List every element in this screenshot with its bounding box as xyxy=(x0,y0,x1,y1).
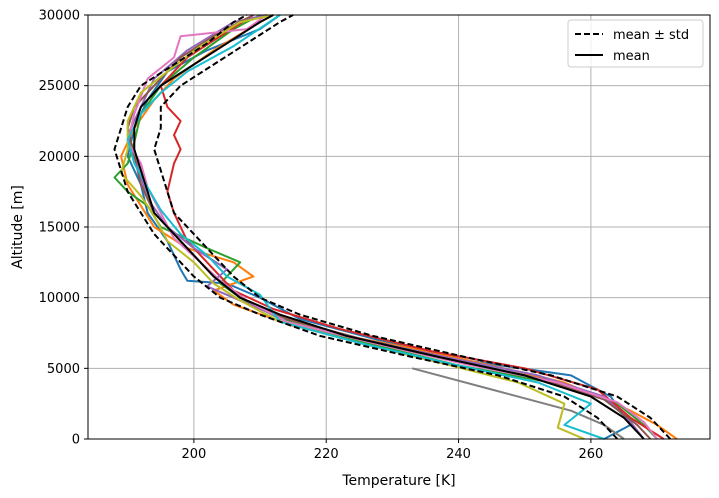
x-axis-label: Temperature [K] xyxy=(341,473,455,489)
x-tick-label-2: 240 xyxy=(446,447,471,462)
y-tick-label-5: 25000 xyxy=(39,79,80,94)
legend-label-mean: mean xyxy=(613,49,650,64)
y-tick-label-2: 10000 xyxy=(39,291,80,306)
legend: mean ± std mean xyxy=(567,19,704,68)
profile-line-5 xyxy=(126,14,645,440)
profile-line-1 xyxy=(126,14,632,440)
x-tick-label-3: 260 xyxy=(578,447,603,462)
mean-plus-std-line xyxy=(153,14,672,440)
profile-line-10 xyxy=(126,14,605,440)
y-tick-label-3: 15000 xyxy=(39,221,80,236)
y-axis-label: Altitude [m] xyxy=(10,185,26,269)
axis-ticks: 200 220 240 260 0 5000 10000 15000 20000 25000 300… xyxy=(39,9,604,463)
x-tick-label-0: 200 xyxy=(181,447,206,462)
y-tick-label-1: 5000 xyxy=(47,362,80,377)
y-tick-label-0: 0 xyxy=(72,433,80,448)
legend-label-mean-std: mean ± std xyxy=(613,28,689,43)
profile-line-8 xyxy=(411,367,625,440)
mean-line xyxy=(133,14,645,440)
x-tick-label-1: 220 xyxy=(314,447,339,462)
mean-minus-std-line xyxy=(113,14,619,440)
y-tick-label-6: 30000 xyxy=(39,9,80,24)
y-tick-label-4: 20000 xyxy=(39,150,80,165)
statistics-layer xyxy=(113,14,672,440)
profile-line-9 xyxy=(120,14,585,440)
